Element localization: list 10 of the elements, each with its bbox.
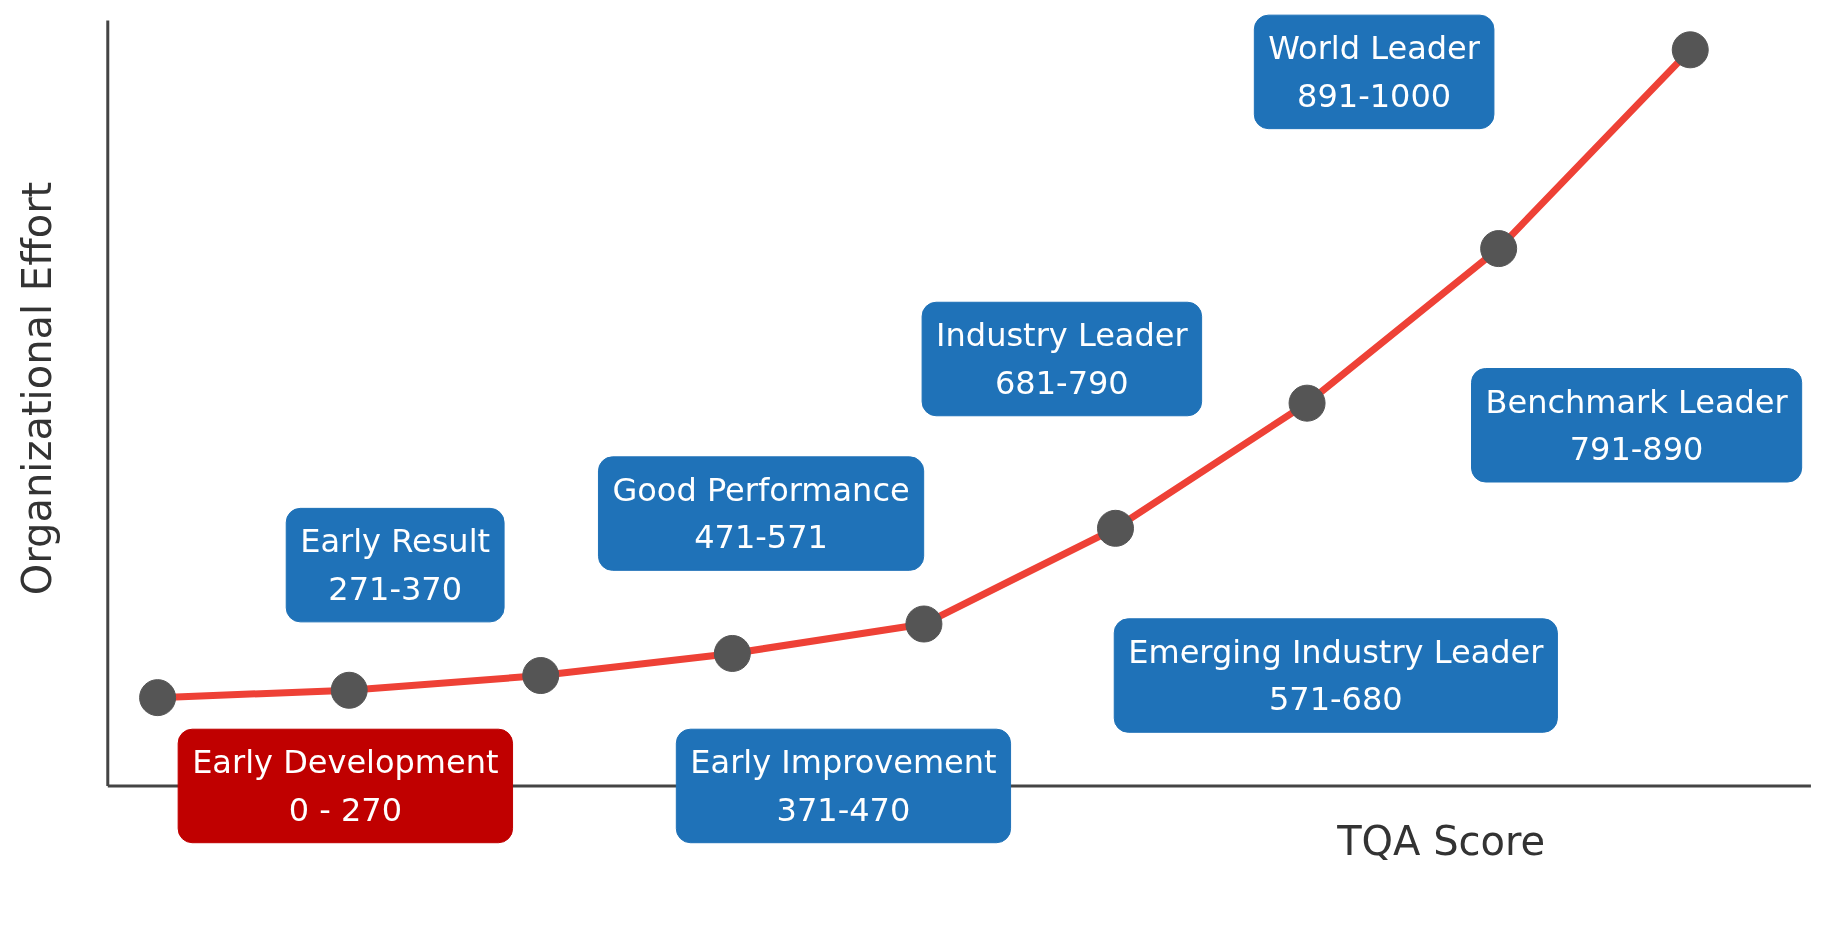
y-axis-title: Organizational Effort [13, 181, 60, 596]
x-axis-title: TQA Score [1336, 818, 1546, 865]
annotation: Benchmark Leader 791-890 [1485, 382, 1789, 468]
annotation: World Leader 891-1000 [1268, 29, 1481, 115]
annotation: Emerging Industry Leader 571-680 [1128, 632, 1545, 719]
annotation: Early Result 271-370 [300, 522, 491, 608]
annotation: Early Improvement 371-470 [690, 743, 997, 829]
annotation: Industry Leader 681-790 [936, 316, 1189, 402]
annotation: Early Development 0 - 270 [192, 743, 499, 829]
annotation: Good Performance 471-571 [612, 470, 910, 557]
